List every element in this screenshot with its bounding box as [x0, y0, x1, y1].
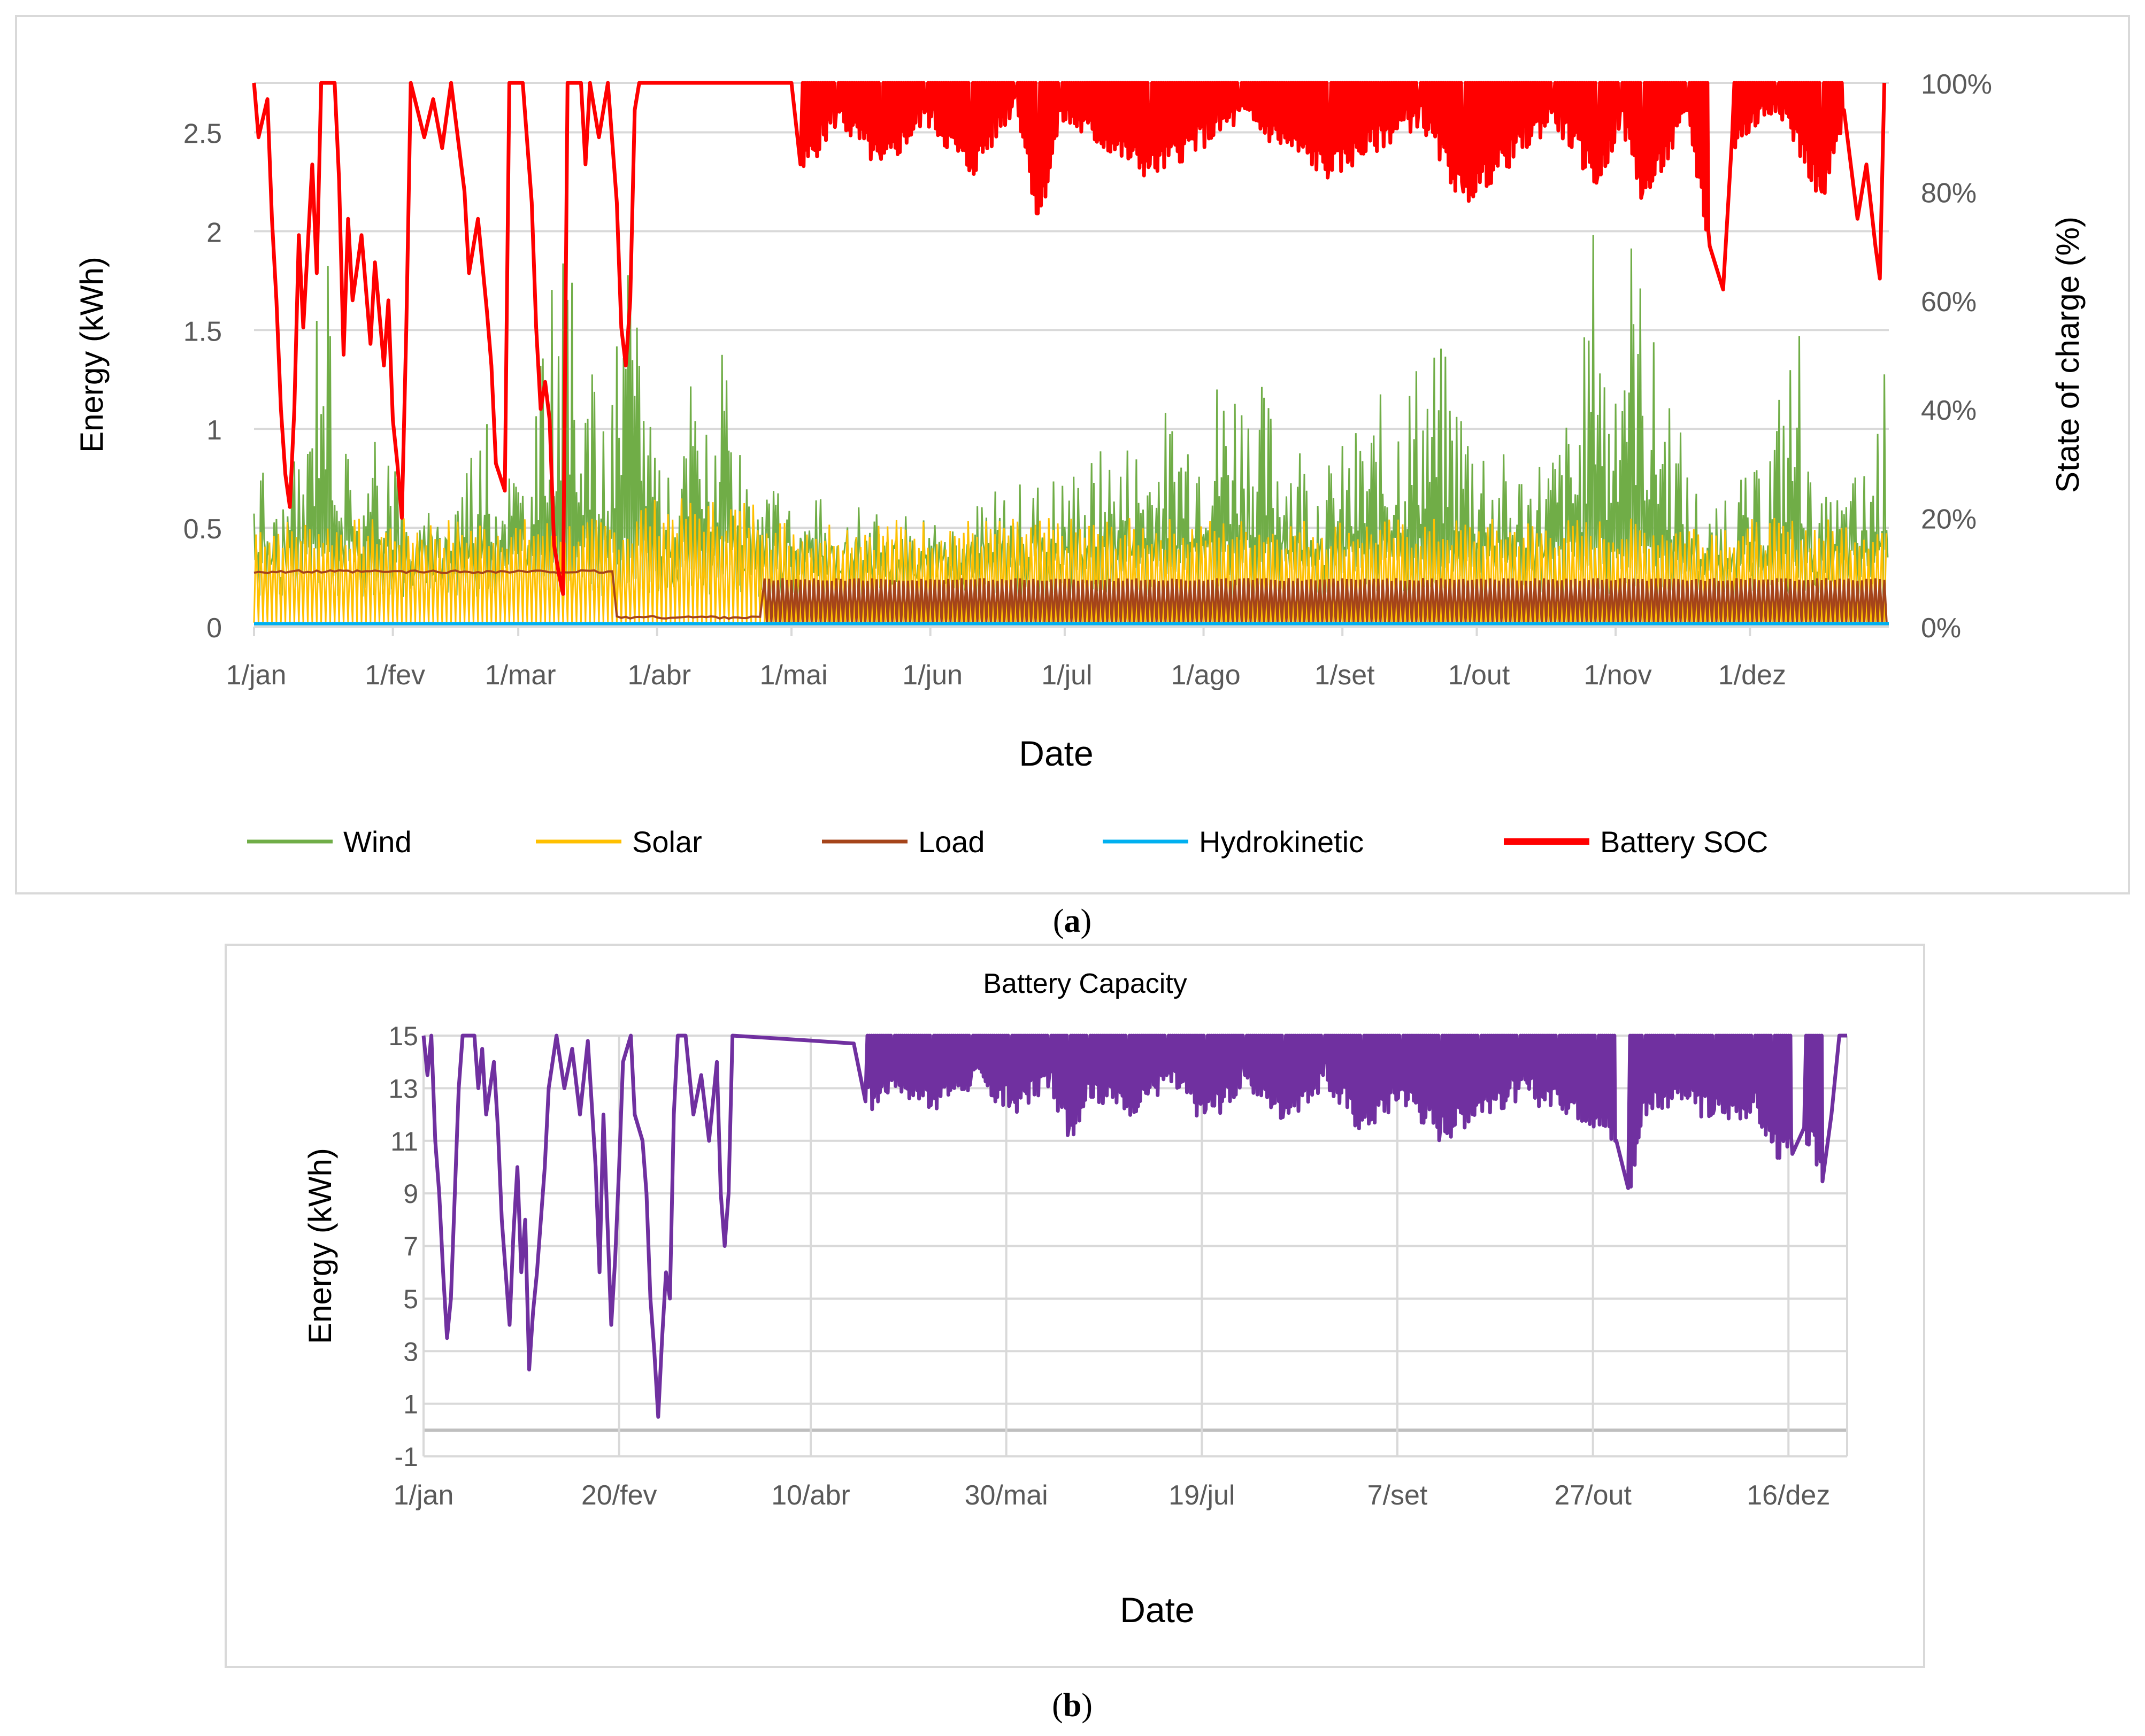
y-left-tick-label: 1	[206, 415, 222, 446]
y-tick-label: 1	[403, 1390, 418, 1419]
x-tick-label: 1/jan	[394, 1480, 454, 1511]
y-left-axis-title: Energy (kWh)	[74, 257, 110, 453]
chart-panel-a: 0 0.5 1 1.5 2 2.5 0% 20% 40% 60% 80% 100% 1/jan 1/fev…	[15, 15, 2130, 894]
legend-label-battery-soc: Battery SOC	[1600, 825, 1768, 859]
y-right-axis-title: State of charge (%)	[2050, 217, 2086, 493]
x-axis-title: Date	[1120, 1590, 1194, 1630]
y-right-tick-label: 0%	[1921, 613, 1961, 644]
y-left-tick-label: 0	[206, 613, 222, 644]
x-tick-label: 1/abr	[628, 660, 691, 691]
legend-label-load: Load	[918, 825, 985, 859]
x-tick-label: 1/mar	[485, 660, 556, 691]
y-tick-label: 7	[403, 1232, 418, 1262]
x-tick-label: 7/set	[1367, 1480, 1428, 1511]
legend-label-hydrokinetic: Hydrokinetic	[1199, 825, 1364, 859]
x-tick-label: 1/mai	[759, 660, 827, 691]
series-battery-soc-line	[252, 81, 1887, 596]
chart-a-svg: 0 0.5 1 1.5 2 2.5 0% 20% 40% 60% 80% 100% 1/jan 1/fev…	[74, 69, 2086, 859]
x-tick-label: 10/abr	[771, 1480, 850, 1511]
y-left-tick-label: 2.5	[183, 118, 222, 149]
x-tick-label: 1/nov	[1583, 660, 1651, 691]
y-right-tick-label: 40%	[1921, 395, 1977, 426]
chart-panel-b: -1 1 3 5 7 9 11 13 15 1/jan 20/fev 10/abr 30/mai 19/j…	[225, 944, 1925, 1668]
x-tick-label: 1/fev	[365, 660, 425, 691]
y-tick-label: 15	[388, 1021, 418, 1051]
legend-label-wind: Wind	[343, 825, 412, 859]
y-tick-label: -1	[395, 1442, 418, 1472]
y-right-tick-label: 100%	[1921, 69, 1992, 100]
series-load-line	[253, 569, 1888, 623]
y-left-tick-label: 0.5	[183, 514, 222, 545]
y-tick-label: 13	[388, 1074, 418, 1104]
x-tick-label: 1/jun	[902, 660, 963, 691]
series-battery-capacity-line	[421, 1033, 1847, 1419]
x-tick-label: 16/dez	[1747, 1480, 1830, 1511]
y-right-tick-label: 80%	[1921, 178, 1977, 209]
x-tick-label: 1/out	[1448, 660, 1510, 691]
x-tick-label: 1/jul	[1041, 660, 1092, 691]
x-tick-label: 1/ago	[1171, 660, 1241, 691]
x-tick-label: 1/set	[1314, 660, 1375, 691]
y-tick-label: 9	[403, 1179, 418, 1209]
x-tick-label: 27/out	[1554, 1480, 1632, 1511]
caption-a: (a)	[1052, 903, 1092, 939]
y-left-tick-label: 2	[206, 217, 222, 248]
y-axis-title: Energy (kWh)	[302, 1148, 338, 1344]
y-left-tick-label: 1.5	[183, 316, 222, 347]
x-tick-label: 20/fev	[581, 1480, 657, 1511]
caption-b: (b)	[1052, 1687, 1093, 1724]
y-tick-label: 3	[403, 1337, 418, 1367]
x-tick-label: 19/jul	[1168, 1480, 1235, 1511]
x-tick-label: 1/dez	[1718, 660, 1786, 691]
x-tick-label: 30/mai	[965, 1480, 1048, 1511]
y-tick-label: 11	[390, 1127, 418, 1156]
x-tick-label: 1/jan	[226, 660, 287, 691]
y-right-tick-label: 20%	[1921, 504, 1977, 535]
legend-label-solar: Solar	[632, 825, 702, 859]
x-axis-title: Date	[1019, 734, 1093, 773]
y-tick-label: 5	[403, 1284, 418, 1314]
y-right-tick-label: 60%	[1921, 287, 1977, 318]
chart-title: Battery Capacity	[983, 968, 1187, 999]
